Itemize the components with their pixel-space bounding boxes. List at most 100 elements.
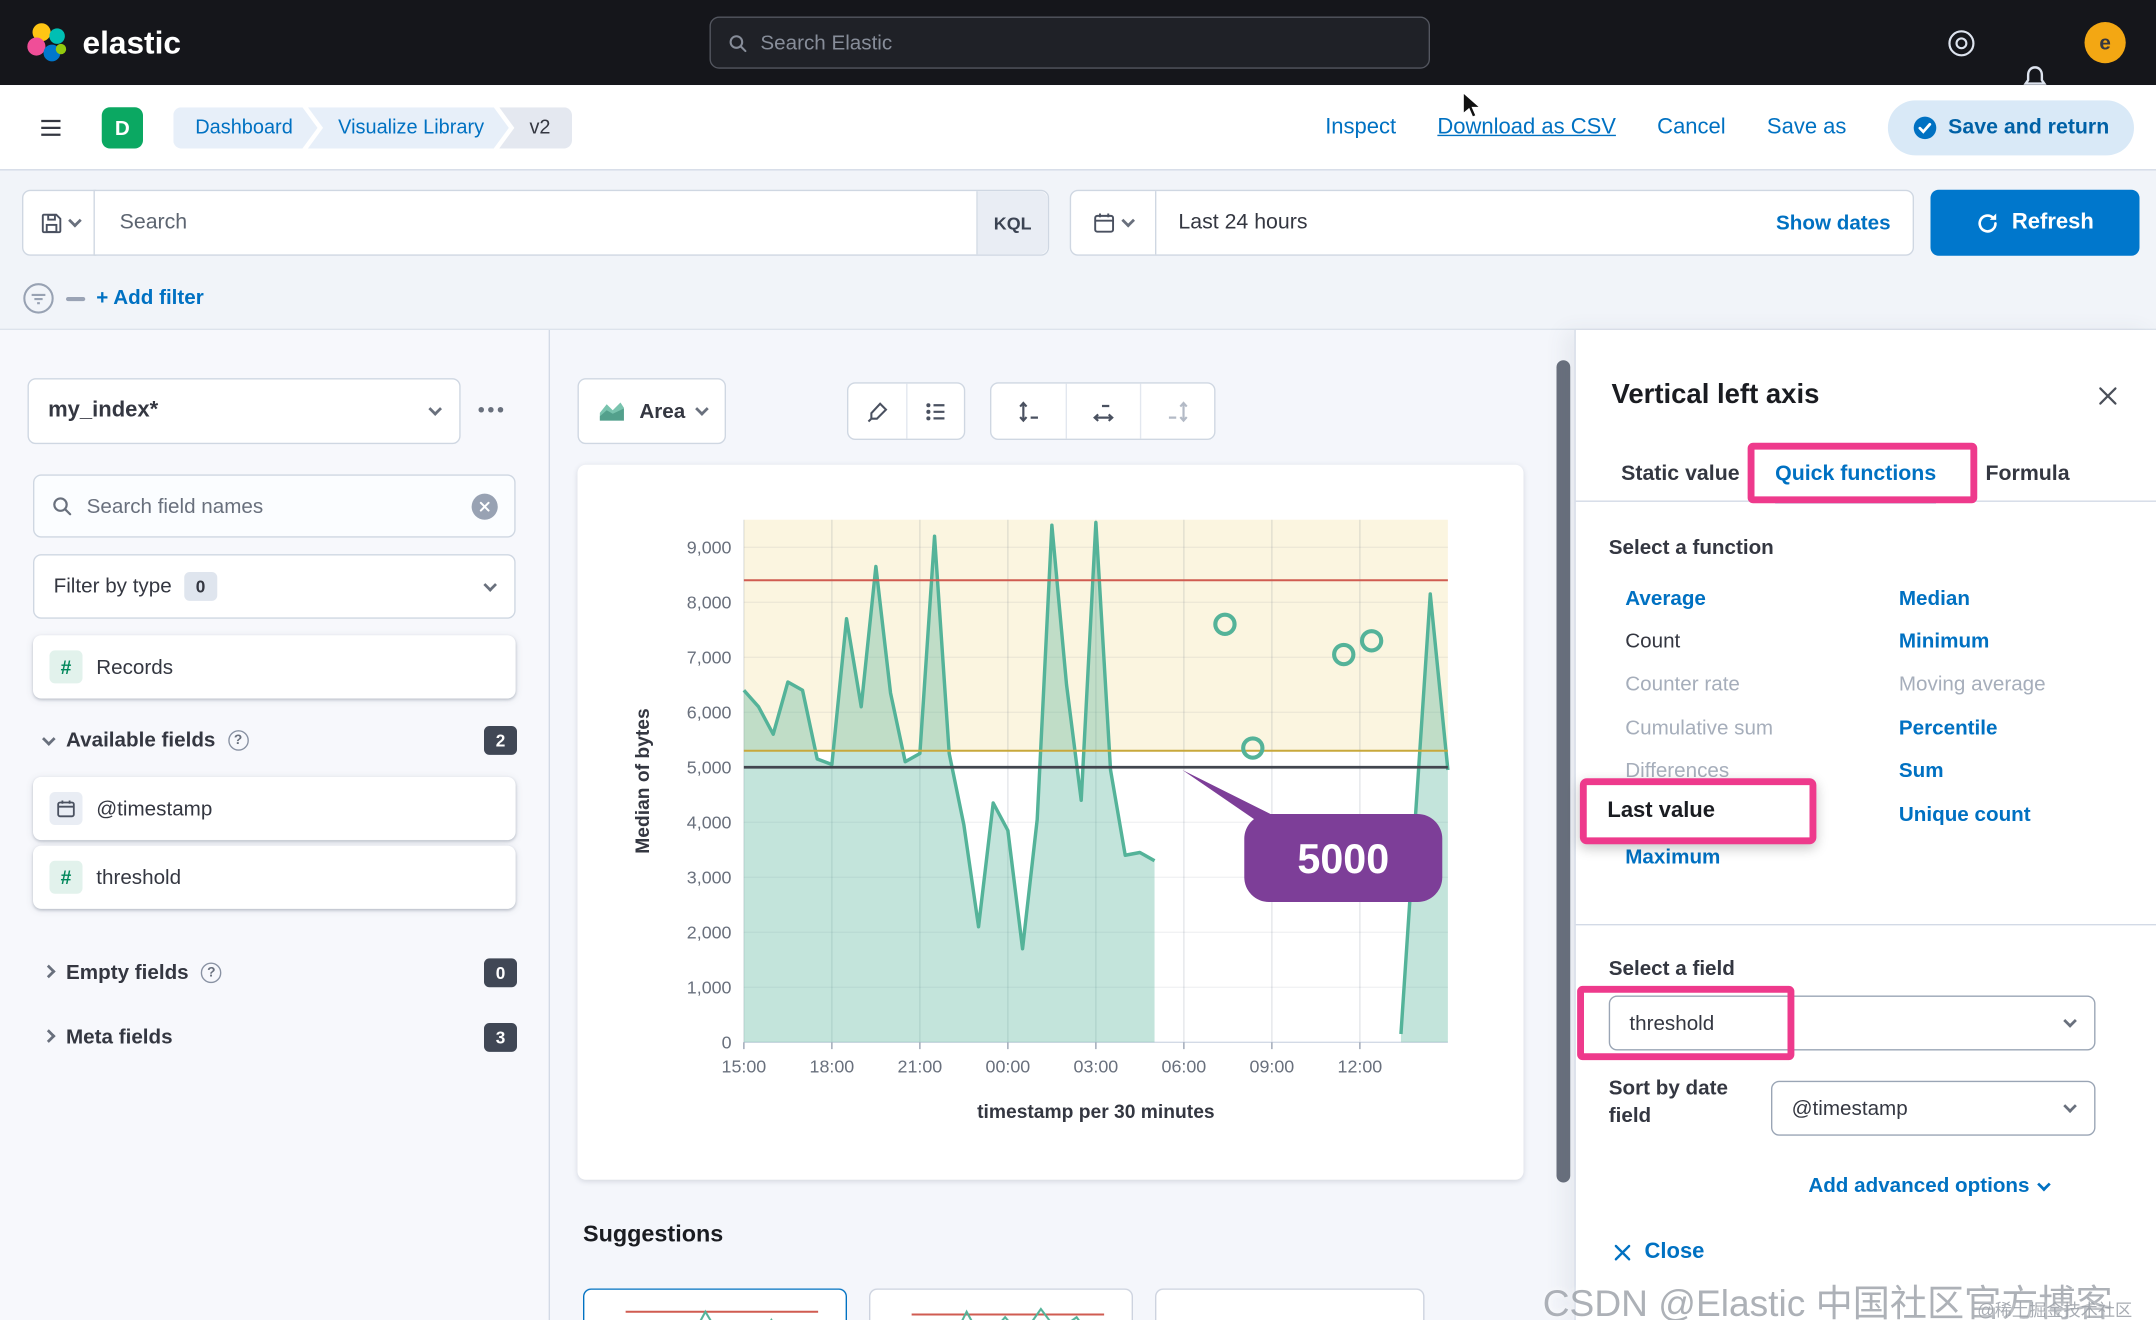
left-axis-icon[interactable]	[991, 384, 1065, 439]
fn-unique-count[interactable]: Unique count	[1898, 803, 2031, 827]
vertical-scrollbar[interactable]	[1556, 360, 1571, 1183]
chevron-right-icon	[42, 963, 56, 978]
fn-maximum[interactable]: Maximum	[1625, 845, 1721, 869]
svg-text:9,000: 9,000	[687, 537, 732, 557]
fn-differences: Differences	[1625, 759, 1730, 783]
menu-icon[interactable]	[39, 117, 64, 146]
help-icon[interactable]	[1947, 29, 2156, 65]
refresh-icon	[1978, 212, 1998, 232]
svg-text:8,000: 8,000	[687, 592, 732, 612]
suggestion-card-3[interactable]	[1155, 1288, 1425, 1320]
brand-name: elastic	[82, 24, 181, 60]
sort-field-value: @timestamp	[1791, 1096, 1908, 1120]
help-question-icon[interactable]: ?	[227, 730, 249, 751]
watermark-primary: CSDN @Elastic 中国社区官方博客	[1542, 1282, 2113, 1320]
field-name: threshold	[96, 865, 182, 889]
chevron-down-icon	[428, 402, 442, 416]
chart-card: Median of bytes timestamp per 30 minutes…	[577, 464, 1524, 1180]
add-filter-link[interactable]: + Add filter	[96, 286, 204, 310]
calendar-button[interactable]	[1071, 191, 1157, 255]
cancel-link[interactable]: Cancel	[1657, 115, 1726, 139]
query-input[interactable]: KQL	[93, 189, 1050, 256]
search-icon	[53, 497, 72, 516]
index-pattern-select[interactable]: my_index*	[27, 378, 461, 445]
sort-field-select[interactable]: @timestamp	[1771, 1080, 2096, 1136]
kql-toggle[interactable]: KQL	[976, 191, 1048, 255]
close-flyout-button[interactable]: Close	[1613, 1240, 1704, 1265]
global-search-input[interactable]	[760, 30, 1413, 55]
fn-average[interactable]: Average	[1625, 587, 1706, 611]
field-search-input[interactable]	[86, 494, 458, 518]
svg-text:2,000: 2,000	[687, 922, 732, 942]
right-axis-icon[interactable]	[1139, 383, 1214, 439]
user-avatar[interactable]: e	[2084, 22, 2126, 64]
close-icon	[1614, 1244, 1631, 1261]
fn-cumulative-sum: Cumulative sum	[1625, 716, 1774, 740]
time-range-value[interactable]: Last 24 hours	[1178, 210, 1308, 234]
fn-sum[interactable]: Sum	[1898, 759, 1944, 783]
chevron-down-icon	[67, 213, 82, 228]
field-timestamp[interactable]: @timestamp	[33, 776, 516, 841]
suggestion-card-1[interactable]	[583, 1288, 847, 1320]
svg-text:03:00: 03:00	[1074, 1057, 1119, 1077]
sort-by-date-label: Sort by date field	[1608, 1076, 1728, 1128]
chevron-down-icon	[2063, 1099, 2077, 1113]
save-as-link[interactable]: Save as	[1766, 115, 1847, 139]
inspect-link[interactable]: Inspect	[1325, 115, 1397, 139]
available-fields-count: 2	[484, 726, 517, 755]
select-field-label: Select a field	[1608, 957, 1735, 981]
fn-last-value-selected[interactable]: Last value	[1579, 778, 1817, 845]
field-select[interactable]: threshold	[1608, 995, 2096, 1051]
fn-minimum[interactable]: Minimum	[1898, 629, 1990, 654]
filter-icon[interactable]	[22, 282, 55, 322]
number-field-icon: #	[49, 860, 83, 894]
toolbar-actions: Inspect Download as CSV Cancel Save as S…	[1325, 100, 2134, 156]
fn-median[interactable]: Median	[1898, 587, 1970, 611]
flyout-title: Vertical left axis	[1611, 379, 1820, 410]
fn-percentile[interactable]: Percentile	[1898, 716, 1998, 740]
space-badge[interactable]: D	[101, 107, 143, 149]
search-icon	[729, 34, 747, 52]
fn-count[interactable]: Count	[1625, 629, 1681, 654]
refresh-label: Refresh	[2011, 210, 2094, 234]
elastic-logo-icon	[27, 23, 67, 62]
svg-text:6,000: 6,000	[687, 702, 732, 722]
chevron-down-icon	[1121, 213, 1135, 228]
filter-by-type-count: 0	[184, 572, 218, 601]
show-dates-link[interactable]: Show dates	[1776, 211, 1891, 235]
close-icon[interactable]	[2097, 385, 2119, 414]
visual-options-icon[interactable]	[848, 384, 906, 439]
query-text-input[interactable]	[94, 210, 977, 236]
download-csv-link[interactable]: Download as CSV	[1437, 115, 1616, 139]
tab-formula[interactable]: Formula	[1985, 462, 2070, 486]
suggestions-title: Suggestions	[583, 1221, 724, 1248]
legend-settings-icon[interactable]	[906, 383, 964, 439]
clear-search-icon[interactable]	[471, 492, 498, 520]
field-threshold[interactable]: # threshold	[33, 845, 516, 909]
index-options-button[interactable]	[478, 407, 504, 413]
tab-quick-functions[interactable]: Quick functions	[1775, 462, 1937, 504]
axis-settings-group	[990, 382, 1216, 440]
add-advanced-options[interactable]: Add advanced options	[1808, 1174, 2051, 1198]
tab-static-value[interactable]: Static value	[1621, 462, 1740, 486]
records-field[interactable]: # Records	[33, 635, 516, 699]
breadcrumb-visualize-library[interactable]: Visualize Library	[308, 107, 509, 148]
suggestion-card-2[interactable]	[869, 1288, 1133, 1320]
meta-fields-label: Meta fields	[66, 1025, 173, 1050]
field-search[interactable]	[33, 474, 516, 538]
help-question-icon[interactable]: ?	[201, 962, 222, 984]
empty-fields-header[interactable]: Empty fields ? 0	[42, 958, 517, 988]
global-search[interactable]	[709, 16, 1430, 69]
breadcrumb-dashboard[interactable]: Dashboard	[173, 107, 317, 148]
brand[interactable]: elastic	[25, 21, 181, 65]
save-and-return-button[interactable]: Save and return	[1887, 100, 2134, 156]
meta-fields-header[interactable]: Meta fields 3	[42, 1023, 517, 1052]
available-fields-header[interactable]: Available fields ? 2	[42, 726, 517, 755]
saved-query-button[interactable]	[22, 189, 97, 256]
bottom-axis-icon[interactable]	[1065, 383, 1140, 439]
visual-options-group	[847, 382, 966, 440]
refresh-button[interactable]: Refresh	[1930, 189, 2140, 256]
filter-by-type[interactable]: Filter by type 0	[33, 554, 516, 619]
chart-type-button[interactable]: Area	[577, 378, 727, 445]
fields-panel: my_index* Filter by type 0 # Records	[0, 330, 550, 1320]
